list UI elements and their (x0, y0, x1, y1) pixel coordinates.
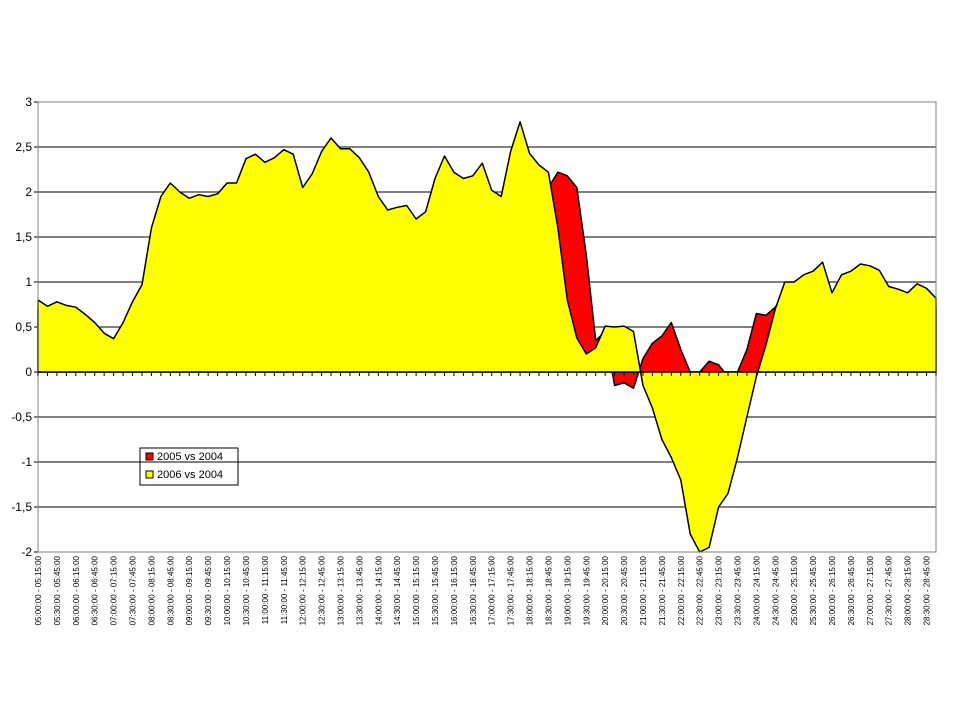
x-tick-label: 12:30:00 - 12:45:00 (318, 555, 327, 625)
y-tick-label: -1 (21, 455, 32, 469)
area (37, 121, 937, 553)
legend-box (139, 447, 239, 486)
legend: 2005 vs 2004 2006 vs 2004 (139, 447, 239, 486)
x-tick-label: 18:00:00 - 18:15:00 (526, 555, 535, 625)
y-tick-label: 0 (25, 365, 32, 379)
x-tick-label: 08:00:00 - 08:15:00 (147, 555, 156, 625)
y-tick-label: -0,5 (11, 410, 32, 424)
x-tick-label: 19:00:00 - 19:15:00 (563, 555, 572, 625)
y-tick-label: 0,5 (15, 320, 32, 334)
x-tick-label: 26:00:00 - 26:15:00 (828, 555, 837, 625)
x-tick-label: 12:00:00 - 12:15:00 (299, 555, 308, 625)
x-tick-label: 26:30:00 - 26:45:00 (847, 555, 856, 625)
x-tick-label: 22:00:00 - 22:15:00 (677, 555, 686, 625)
x-tick-label: 20:00:00 - 20:15:00 (601, 555, 610, 625)
x-tick-label: 11:00:00 - 11:15:00 (261, 555, 270, 624)
x-tick-label: 18:30:00 - 18:45:00 (544, 555, 553, 625)
x-tick-label: 21:00:00 - 21:15:00 (639, 555, 648, 625)
legend-swatch (145, 452, 154, 461)
x-tick-label: 14:30:00 - 14:45:00 (393, 555, 402, 625)
x-tick-label: 07:00:00 - 07:15:00 (110, 555, 119, 625)
x-tick-label: 07:30:00 - 07:45:00 (129, 555, 138, 625)
x-tick-label: 05:00:00 - 05:15:00 (34, 555, 43, 625)
x-tick-label: 06:00:00 - 06:15:00 (72, 555, 81, 625)
x-tick-label: 15:00:00 - 15:15:00 (412, 555, 421, 625)
x-tick-label: 22:30:00 - 22:45:00 (696, 555, 705, 625)
y-tick-label: 2,5 (15, 140, 32, 154)
y-tick-label: 1,5 (15, 230, 32, 244)
x-tick-label: 10:00:00 - 10:15:00 (223, 555, 232, 625)
x-tick-label: 25:30:00 - 25:45:00 (809, 555, 818, 625)
x-tick-label: 21:30:00 - 21:45:00 (658, 555, 667, 625)
x-tick-label: 11:30:00 - 11:45:00 (280, 555, 289, 624)
x-tick-label: 06:30:00 - 06:45:00 (91, 555, 100, 625)
legend-label: 2005 vs 2004 (157, 451, 223, 463)
y-tick-label: -2 (21, 545, 32, 559)
x-tick-label: 23:00:00 - 23:15:00 (715, 555, 724, 625)
legend-swatch (145, 470, 154, 479)
x-tick-label: 28:00:00 - 28:15:00 (904, 555, 913, 625)
x-tick-label: 27:00:00 - 27:15:00 (866, 555, 875, 625)
x-tick-label: 24:00:00 - 24:15:00 (752, 555, 761, 625)
y-tick-label: -1,5 (11, 500, 32, 514)
x-tick-label: 09:00:00 - 09:15:00 (185, 555, 194, 625)
x-tick-label: 25:00:00 - 25:15:00 (790, 555, 799, 625)
x-tick-label: 16:00:00 - 16:15:00 (450, 555, 459, 625)
plot-border (37, 101, 937, 553)
x-tick-label: 05:30:00 - 05:45:00 (53, 555, 62, 625)
x-tick-label: 15:30:00 - 15:45:00 (431, 555, 440, 625)
x-tick-label: 16:30:00 - 16:45:00 (469, 555, 478, 625)
x-tick-label: 14:00:00 - 14:15:00 (374, 555, 383, 625)
x-tick-label: 10:30:00 - 10:45:00 (242, 555, 251, 625)
x-tick-label: 28:30:00 - 28:45:00 (923, 555, 932, 625)
y-tick-label: 3 (25, 95, 32, 109)
x-tick-label: 13:30:00 - 13:45:00 (355, 555, 364, 625)
x-tick-label: 19:30:00 - 19:45:00 (582, 555, 591, 625)
x-tick-label: 08:30:00 - 08:45:00 (166, 555, 175, 625)
y-tick-label: 1 (25, 275, 32, 289)
y-tick-label: 2 (25, 185, 32, 199)
legend-label: 2006 vs 2004 (157, 469, 223, 481)
x-tick-label: 17:30:00 - 17:45:00 (507, 555, 516, 625)
x-tick-label: 27:30:00 - 27:45:00 (885, 555, 894, 625)
x-tick-label: 17:00:00 - 17:15:00 (488, 555, 497, 625)
x-tick-label: 09:30:00 - 09:45:00 (204, 555, 213, 625)
x-tick-label: 24:30:00 - 24:45:00 (771, 555, 780, 625)
x-tick-label: 23:30:00 - 23:45:00 (733, 555, 742, 625)
x-tick-label: 20:30:00 - 20:45:00 (620, 555, 629, 625)
x-tick-label: 13:00:00 - 13:15:00 (336, 555, 345, 625)
